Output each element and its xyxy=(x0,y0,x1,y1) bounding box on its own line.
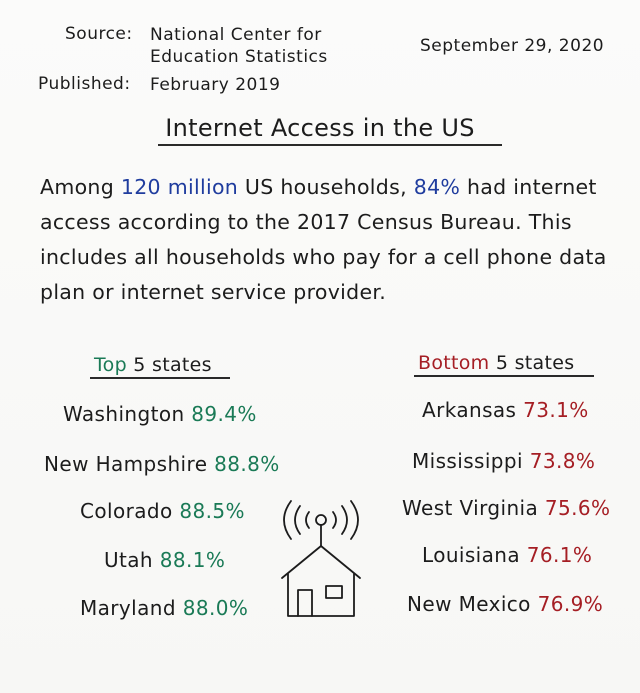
intro-text-1: Among xyxy=(40,175,121,199)
top-value: 88.5% xyxy=(179,499,245,523)
source-line-2: Education Statistics xyxy=(150,47,328,67)
page-title: Internet Access in the US xyxy=(165,114,475,142)
bottom-state: New Mexico xyxy=(407,592,531,616)
top-item: Washington 89.4% xyxy=(63,402,257,426)
top-heading-rest: 5 states xyxy=(126,354,212,376)
households-highlight: 120 million xyxy=(120,175,239,199)
source-label: Source: xyxy=(65,24,133,44)
top-state: New Hampshire xyxy=(44,452,208,476)
bottom-heading-rest: 5 states xyxy=(489,352,575,374)
source-line-1: National Center for xyxy=(150,25,322,45)
top-item: Utah 88.1% xyxy=(104,548,225,572)
intro-paragraph: Among 120 million US households, 84% had… xyxy=(40,170,620,310)
bottom-state: Arkansas xyxy=(422,398,517,422)
bottom-heading: Bottom 5 states xyxy=(418,352,574,374)
top-heading: Top 5 states xyxy=(94,354,212,376)
top-item: Colorado 88.5% xyxy=(80,499,245,523)
intro-line-3: includes all households who pay for a ce… xyxy=(40,245,607,269)
top-heading-underline xyxy=(90,377,230,379)
percent-highlight: 84% xyxy=(413,175,461,199)
intro-line-1: Among 120 million US households, 84% had… xyxy=(40,170,620,205)
date: September 29, 2020 xyxy=(420,36,605,56)
top-item: Maryland 88.0% xyxy=(80,596,248,620)
bottom-heading-accent: Bottom xyxy=(418,352,490,374)
top-value: 89.4% xyxy=(191,402,257,426)
top-value: 88.0% xyxy=(182,596,249,620)
bottom-item: New Mexico 76.9% xyxy=(407,592,603,616)
top-value: 88.1% xyxy=(159,548,226,572)
bottom-value: 75.6% xyxy=(544,496,611,520)
intro-line-4: plan or internet service provider. xyxy=(40,280,387,304)
bottom-item: West Virginia 75.6% xyxy=(402,496,610,520)
bottom-value: 73.8% xyxy=(529,449,596,473)
top-state: Washington xyxy=(63,402,185,426)
top-state: Colorado xyxy=(80,499,173,523)
top-value: 88.8% xyxy=(214,452,280,476)
intro-text-3: had internet xyxy=(460,175,597,199)
bottom-value: 73.1% xyxy=(523,398,589,422)
top-state: Utah xyxy=(104,548,154,572)
intro-text-2: US households, xyxy=(238,175,414,199)
published-value: February 2019 xyxy=(150,75,281,95)
title-underline xyxy=(158,144,502,146)
top-heading-accent: Top xyxy=(94,354,127,376)
bottom-heading-underline xyxy=(414,375,594,377)
bottom-item: Mississippi 73.8% xyxy=(412,449,595,473)
top-state: Maryland xyxy=(80,596,176,620)
intro-line-2: access according to the 2017 Census Bure… xyxy=(40,210,572,234)
bottom-value: 76.9% xyxy=(537,592,604,616)
bottom-item: Louisiana 76.1% xyxy=(422,543,592,567)
top-item: New Hampshire 88.8% xyxy=(44,452,280,476)
bottom-item: Arkansas 73.1% xyxy=(422,398,589,422)
bottom-value: 76.1% xyxy=(526,543,593,567)
bottom-state: West Virginia xyxy=(402,496,539,520)
bottom-state: Louisiana xyxy=(422,543,521,567)
house-with-wifi-antenna-icon xyxy=(281,500,361,617)
published-label: Published: xyxy=(38,74,131,94)
bottom-state: Mississippi xyxy=(412,449,523,473)
